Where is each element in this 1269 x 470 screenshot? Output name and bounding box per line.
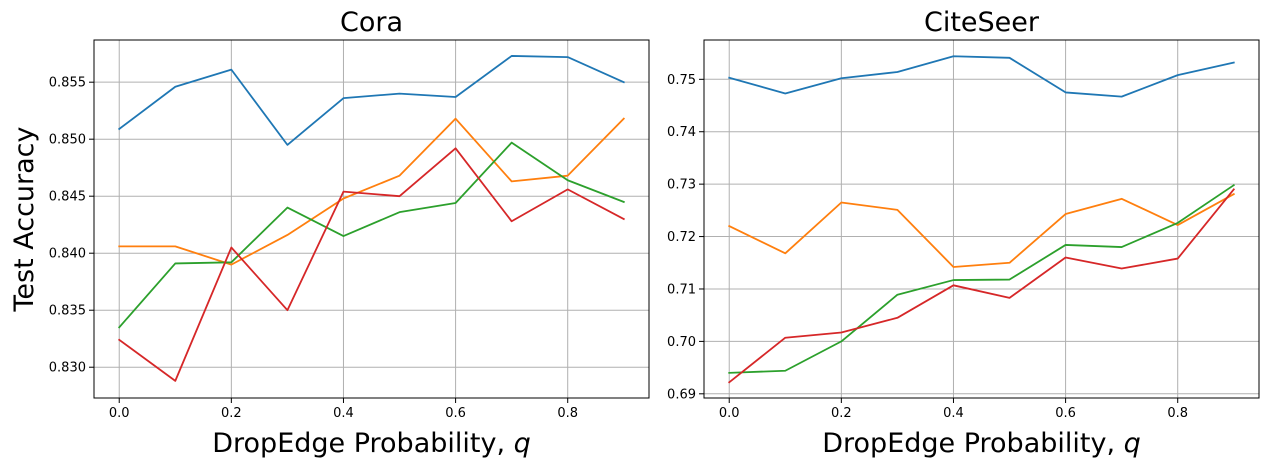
x-tick-label: 0.8 [557, 406, 578, 421]
series-line-4 [117, 147, 625, 382]
chart-panel-citeseer: 0.0 0.2 0.4 0.6 0.8 0.69 0.70 0.71 0.72 0.73 0.74 0… [667, 7, 1260, 459]
y-tick-label: 0.840 [49, 247, 86, 262]
y-tick-label: 0.855 [49, 76, 86, 91]
y-tick-label: 0.72 [667, 230, 696, 245]
series-line-3 [728, 183, 1236, 374]
x-tick-label: 0.6 [445, 406, 466, 421]
series-line-4 [727, 188, 1236, 384]
chart-title: CiteSeer [924, 7, 1040, 38]
x-tick-label: 0.2 [831, 406, 852, 421]
x-tick-label: 0.2 [221, 406, 242, 421]
chart-title: Cora [340, 7, 403, 38]
y-tick-label: 0.71 [667, 282, 696, 297]
series-line-2 [728, 192, 1235, 268]
x-tick-label: 0.8 [1167, 406, 1188, 421]
y-tick-label: 0.835 [49, 304, 86, 319]
y-tick-label: 0.850 [49, 133, 86, 148]
y-tick-label: 0.845 [49, 190, 86, 205]
y-tick-label: 0.74 [667, 125, 696, 140]
plot-area-frame [93, 39, 650, 399]
y-axis-label: Test Accuracy [9, 126, 40, 312]
series-line-1 [728, 55, 1235, 98]
x-tick-label: 0.0 [719, 406, 740, 421]
plot-area-frame [703, 39, 1260, 399]
x-tick-label: 0.6 [1055, 406, 1076, 421]
y-tick-label: 0.70 [667, 335, 696, 350]
y-tick-label: 0.75 [667, 73, 696, 88]
series-line-2 [118, 117, 626, 266]
x-tick-label: 0.4 [943, 406, 964, 421]
y-tick-label: 0.73 [667, 178, 696, 193]
y-tick-label: 0.830 [49, 361, 86, 376]
x-axis-label: DropEdge Probability, q [822, 428, 1141, 459]
x-tick-label: 0.4 [333, 406, 354, 421]
chart-panel-cora: 0.0 0.2 0.4 0.6 0.8 0.830 0.835 0.840 0.845 0.850… [9, 7, 650, 459]
series-line-3 [117, 141, 625, 329]
y-tick-label: 0.69 [667, 387, 696, 402]
x-axis-label: DropEdge Probability, q [212, 428, 531, 459]
series-line-1 [117, 55, 625, 146]
x-tick-label: 0.0 [109, 406, 130, 421]
